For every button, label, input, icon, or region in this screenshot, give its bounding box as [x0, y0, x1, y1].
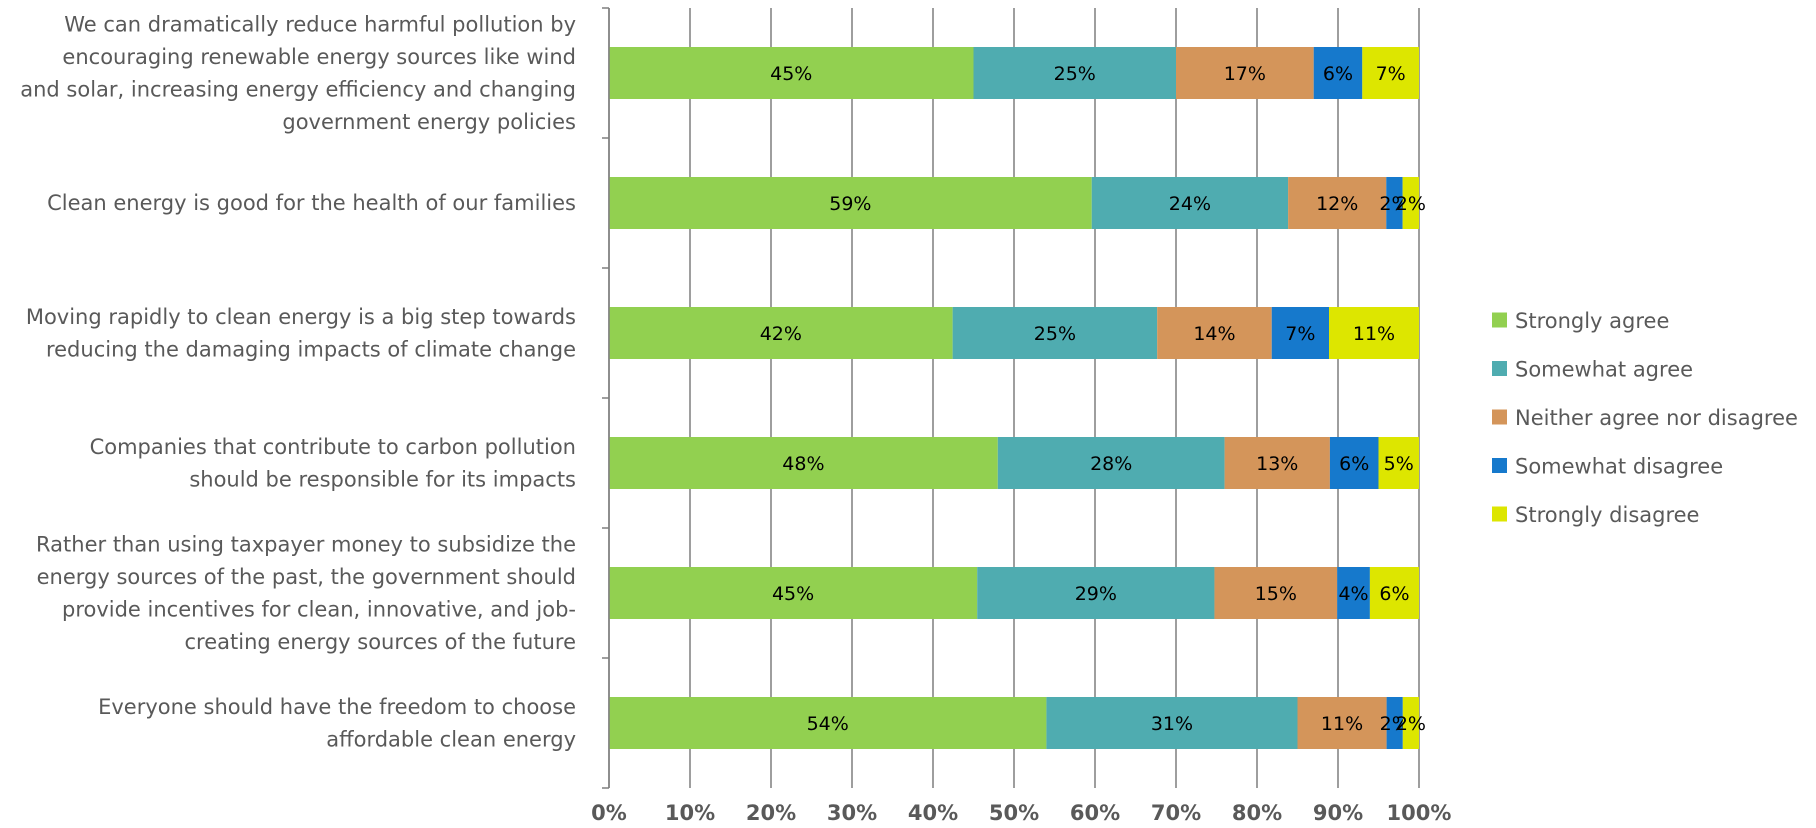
x-tick-label: 50%: [989, 801, 1039, 825]
bar-segment: [1362, 47, 1419, 99]
x-tick-label: 100%: [1387, 801, 1452, 825]
data-label: 2%: [1396, 713, 1426, 735]
bars: 45% 25% 17% 6% 7%59% 24% 12% 2%2%42% 25% 14% 7% 11%…: [609, 47, 1426, 749]
bar-segment: [1157, 307, 1272, 359]
data-label: 11%: [1353, 323, 1395, 345]
category-label: Rather than using taxpayer money to subs…: [36, 532, 576, 654]
data-label: 42%: [760, 323, 802, 345]
legend-entry: Strongly disagree: [1515, 503, 1699, 527]
data-label: 59%: [829, 193, 871, 215]
category-labels: We can dramatically reduce harmful pollu…: [20, 12, 576, 751]
data-label: 5%: [1384, 453, 1414, 475]
bar-segment: [1176, 47, 1314, 99]
data-label: 48%: [782, 453, 824, 475]
x-tick-label: 30%: [827, 801, 877, 825]
x-tick-label: 40%: [908, 801, 958, 825]
data-label: 11%: [1321, 713, 1363, 735]
data-label: 29%: [1075, 583, 1117, 605]
bar-segment: [1214, 567, 1338, 619]
bar-segment: [977, 567, 1215, 619]
x-tick-label: 70%: [1151, 801, 1201, 825]
bar-segment: [609, 437, 998, 489]
bar-segment: [609, 697, 1047, 749]
bar-segment: [1386, 697, 1403, 749]
bar-segment: [1329, 437, 1379, 489]
data-label: 45%: [770, 63, 812, 85]
bar-segment: [973, 47, 1176, 99]
legend-entry: Somewhat agree: [1515, 358, 1693, 382]
category-label: Everyone should have the freedom to choo…: [98, 695, 576, 752]
bar-segment: [1378, 437, 1419, 489]
data-label: 2%: [1380, 713, 1410, 735]
legend-swatch: [1492, 312, 1507, 328]
x-tick-label: 60%: [1070, 801, 1120, 825]
data-label: 24%: [1169, 193, 1211, 215]
category-label: Moving rapidly to clean energy is a big …: [26, 305, 576, 362]
data-label: 17%: [1224, 63, 1266, 85]
bar-segment: [1297, 697, 1387, 749]
bar-segment: [1288, 177, 1387, 229]
data-label: 2%: [1379, 193, 1409, 215]
data-label: 54%: [807, 713, 849, 735]
x-tick-label: 20%: [746, 801, 796, 825]
bar-segment: [609, 47, 974, 99]
bar-segment: [1402, 697, 1419, 749]
data-label: 25%: [1054, 63, 1096, 85]
legend-swatch: [1492, 409, 1507, 425]
bar-segment: [609, 307, 953, 359]
bar-segment: [952, 307, 1158, 359]
bar-segment: [997, 437, 1225, 489]
category-label: We can dramatically reduce harmful pollu…: [20, 12, 576, 134]
bar-segment: [1046, 697, 1298, 749]
bar-segment: [1313, 47, 1363, 99]
bar-segment: [1402, 177, 1419, 229]
legend-swatch: [1492, 458, 1507, 473]
legend-entry: Strongly agree: [1515, 309, 1669, 333]
bar-segment: [1386, 177, 1403, 229]
data-label: 45%: [772, 583, 814, 605]
bar-segment: [1369, 567, 1419, 619]
x-tick-label: 10%: [665, 801, 715, 825]
legend-entry: Neither agree nor disagree: [1515, 406, 1798, 430]
bar-segment: [1271, 307, 1329, 359]
bar-segment: [1224, 437, 1330, 489]
data-label: 31%: [1151, 713, 1193, 735]
data-label: 28%: [1090, 453, 1132, 475]
category-label: Clean energy is good for the health of o…: [47, 191, 576, 215]
bar-segment: [1091, 177, 1289, 229]
data-label: 7%: [1376, 63, 1406, 85]
data-label: 6%: [1379, 583, 1409, 605]
legend-entry: Somewhat disagree: [1515, 455, 1723, 479]
data-label: 25%: [1034, 323, 1076, 345]
data-label: 12%: [1316, 193, 1358, 215]
data-label: 13%: [1256, 453, 1298, 475]
data-label: 4%: [1338, 583, 1368, 605]
x-tick-label: 0%: [591, 801, 627, 825]
legend-swatch: [1492, 361, 1507, 376]
data-label: 6%: [1323, 63, 1353, 85]
data-label: 6%: [1339, 453, 1369, 475]
bar-segment: [609, 567, 978, 619]
x-tick-label: 90%: [1313, 801, 1363, 825]
category-label: Companies that contribute to carbon poll…: [90, 435, 576, 492]
data-label: 14%: [1193, 323, 1235, 345]
x-tick-label: 80%: [1232, 801, 1282, 825]
legend: Strongly agree Somewhat agree Neither agre…: [1492, 309, 1798, 527]
legend-swatch: [1492, 506, 1507, 522]
bar-segment: [1337, 567, 1370, 619]
category-axis: [602, 7, 610, 789]
x-tick-labels: 0% 10% 20% 30% 40% 50% 60% 70% 80% 90% 100%: [591, 801, 1451, 825]
bar-segment: [1329, 307, 1419, 359]
data-label: 15%: [1255, 583, 1297, 605]
data-label: 7%: [1285, 323, 1315, 345]
bar-segment: [609, 177, 1092, 229]
gridlines: [608, 8, 1420, 788]
data-label: 2%: [1396, 193, 1426, 215]
